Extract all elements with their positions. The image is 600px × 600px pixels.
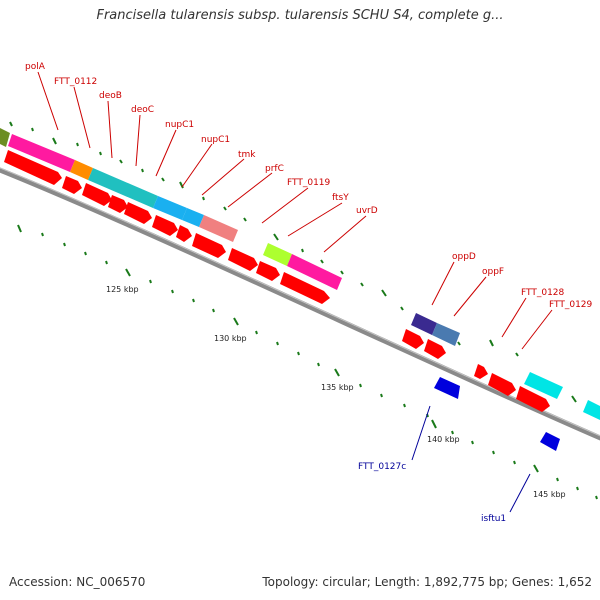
gene-label-FTT_0129: FTT_0129 <box>549 300 593 310</box>
gene-block <box>0 128 10 147</box>
gene-label-FTT_0119: FTT_0119 <box>287 178 331 188</box>
gene-block <box>583 400 600 420</box>
gene-block <box>411 313 437 335</box>
cds-arrow <box>516 386 550 412</box>
kbp-label-145: 145 kbp <box>533 490 566 499</box>
gene-label-deoC: deoC <box>131 105 154 115</box>
genome-summary-text: Topology: circular; Length: 1,892,775 bp… <box>262 575 592 589</box>
bottom-gene-labels <box>411 405 531 513</box>
cds-arrow-reverse <box>434 377 460 399</box>
gene-block <box>70 160 93 180</box>
cds-arrow <box>124 202 152 224</box>
cds-arrow <box>402 329 424 349</box>
reverse-cds-ring <box>434 377 560 451</box>
cds-arrow <box>4 150 62 185</box>
gene-label-uvrD: uvrD <box>356 206 378 216</box>
cds-arrow <box>256 261 280 281</box>
outer-tick-ring <box>9 121 595 407</box>
cds-arrow <box>152 215 178 236</box>
kbp-label-130: 130 kbp <box>214 334 247 343</box>
cds-arrow <box>176 225 192 242</box>
gene-block <box>263 243 292 266</box>
top-gene-label-text: polA FTT_0112 deoB deoC nupC1 nupC1 tmk … <box>25 62 593 310</box>
accession-text: Accession: NC_006570 <box>9 575 146 589</box>
cds-arrow <box>424 339 446 359</box>
outer-feature-ring <box>0 128 600 420</box>
kbp-label-125: 125 kbp <box>106 285 139 294</box>
gene-block <box>153 196 187 220</box>
cds-arrow <box>474 364 488 379</box>
gene-label-nupC1-b: nupC1 <box>201 135 230 145</box>
genome-backbone <box>0 167 600 441</box>
gene-label-prfC: prfC <box>265 164 284 174</box>
cds-arrow <box>108 195 128 213</box>
cds-arrow <box>192 233 226 258</box>
kbp-label-135: 135 kbp <box>321 383 354 392</box>
cds-arrow <box>488 373 516 396</box>
cds-arrow <box>62 176 82 194</box>
gene-block <box>8 134 75 172</box>
cds-arrow <box>280 272 330 304</box>
gene-label-FTT_0112: FTT_0112 <box>54 77 97 87</box>
kbp-label-140: 140 kbp <box>427 435 460 444</box>
gene-label-oppD: oppD <box>452 252 476 262</box>
gene-block <box>88 168 158 208</box>
gene-block <box>524 372 563 399</box>
gene-label-tmk: tmk <box>238 150 256 160</box>
gene-label-ftsY: ftsY <box>332 193 349 203</box>
kbp-axis-labels: 125 kbp 130 kbp 135 kbp 140 kbp 145 kbp <box>106 285 566 499</box>
gene-block <box>182 208 204 227</box>
gene-label-oppF: oppF <box>482 267 504 277</box>
cds-arrow <box>82 183 112 206</box>
cds-arrow-reverse <box>540 432 560 451</box>
gene-label-deoB: deoB <box>99 91 122 101</box>
gene-label-polA: polA <box>25 62 46 72</box>
gene-label-nupC1-a: nupC1 <box>165 120 194 130</box>
gene-block <box>199 215 238 242</box>
gene-label-isftu1: isftu1 <box>481 514 506 524</box>
cds-arrow <box>228 248 258 271</box>
bottom-gene-label-text: FTT_0127c isftu1 <box>358 462 506 524</box>
gene-block <box>432 323 460 346</box>
gene-block <box>287 254 342 290</box>
forward-cds-ring <box>4 150 550 412</box>
map-title: Francisella tularensis subsp. tularensis… <box>96 8 504 23</box>
gene-label-FTT_0127c: FTT_0127c <box>358 462 406 472</box>
top-gene-labels <box>37 71 553 350</box>
gene-label-FTT_0128: FTT_0128 <box>521 288 565 298</box>
